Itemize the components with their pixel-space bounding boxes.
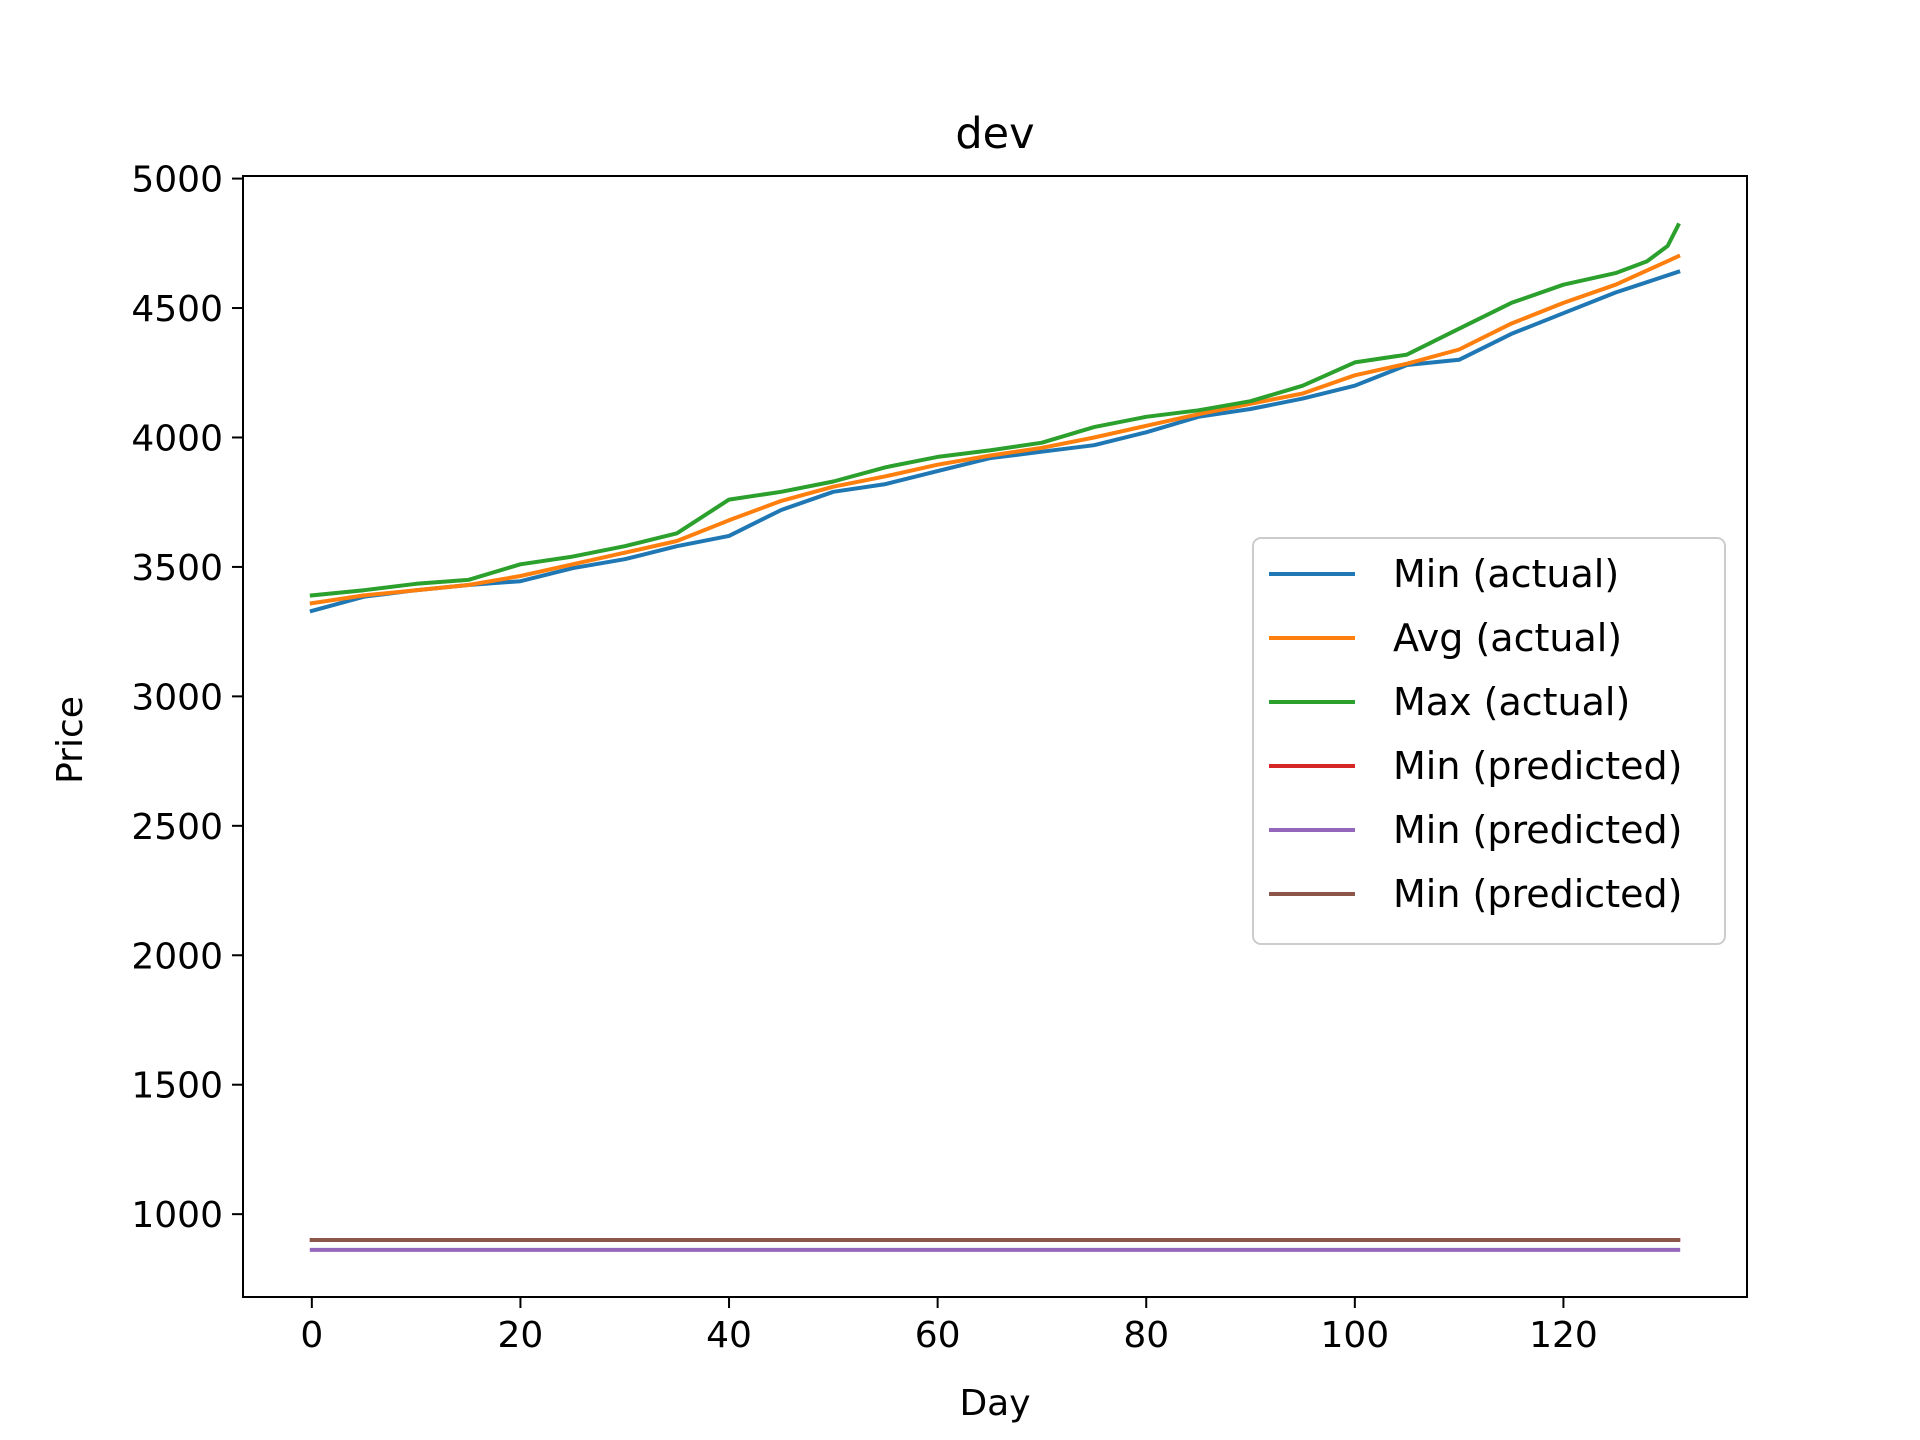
x-tick-label: 120 [1529, 1315, 1598, 1356]
y-tick-label: 2000 [131, 936, 223, 977]
series-line-2 [309, 222, 1681, 598]
x-tick-label: 20 [498, 1315, 544, 1356]
x-tick-label: 60 [915, 1315, 961, 1356]
y-tick-label: 4500 [131, 289, 223, 330]
y-axis-label: Price [50, 696, 91, 784]
y-tick-label: 1000 [131, 1195, 223, 1236]
y-tick-label: 4000 [131, 418, 223, 459]
plot-frame [242, 175, 1748, 1298]
y-tick-label: 5000 [131, 160, 223, 201]
legend: Min (actual) Avg (actual) Max (actual) Min … [1252, 537, 1726, 945]
legend-label-1: Avg (actual) [1393, 616, 1622, 660]
x-tick-label: 0 [300, 1315, 323, 1356]
x-axis-label: Day [959, 1383, 1030, 1424]
x-tick-label: 40 [706, 1315, 752, 1356]
y-tick-label: 3500 [131, 548, 223, 589]
y-tick-label: 2500 [131, 807, 223, 848]
legend-label-4: Min (predicted) [1393, 808, 1682, 852]
series-line-1 [309, 253, 1681, 606]
legend-label-5: Min (predicted) [1393, 872, 1682, 916]
series-layer [309, 222, 1681, 1252]
chart-title: dev [955, 109, 1034, 159]
legend-label-0: Min (actual) [1393, 552, 1619, 596]
x-tick-label: 80 [1123, 1315, 1169, 1356]
x-tick-label: 100 [1320, 1315, 1389, 1356]
legend-box [1252, 537, 1726, 945]
series-line-0 [309, 269, 1681, 614]
x-axis: 0 20 40 60 80 100 120 [300, 1297, 1598, 1356]
legend-label-2: Max (actual) [1393, 680, 1630, 724]
y-tick-label: 1500 [131, 1066, 223, 1107]
y-tick-label: 3000 [131, 677, 223, 718]
legend-label-3: Min (predicted) [1393, 744, 1682, 788]
y-axis: 1000 1500 2000 2500 3000 3500 4000 4500 5000 [131, 160, 243, 1236]
